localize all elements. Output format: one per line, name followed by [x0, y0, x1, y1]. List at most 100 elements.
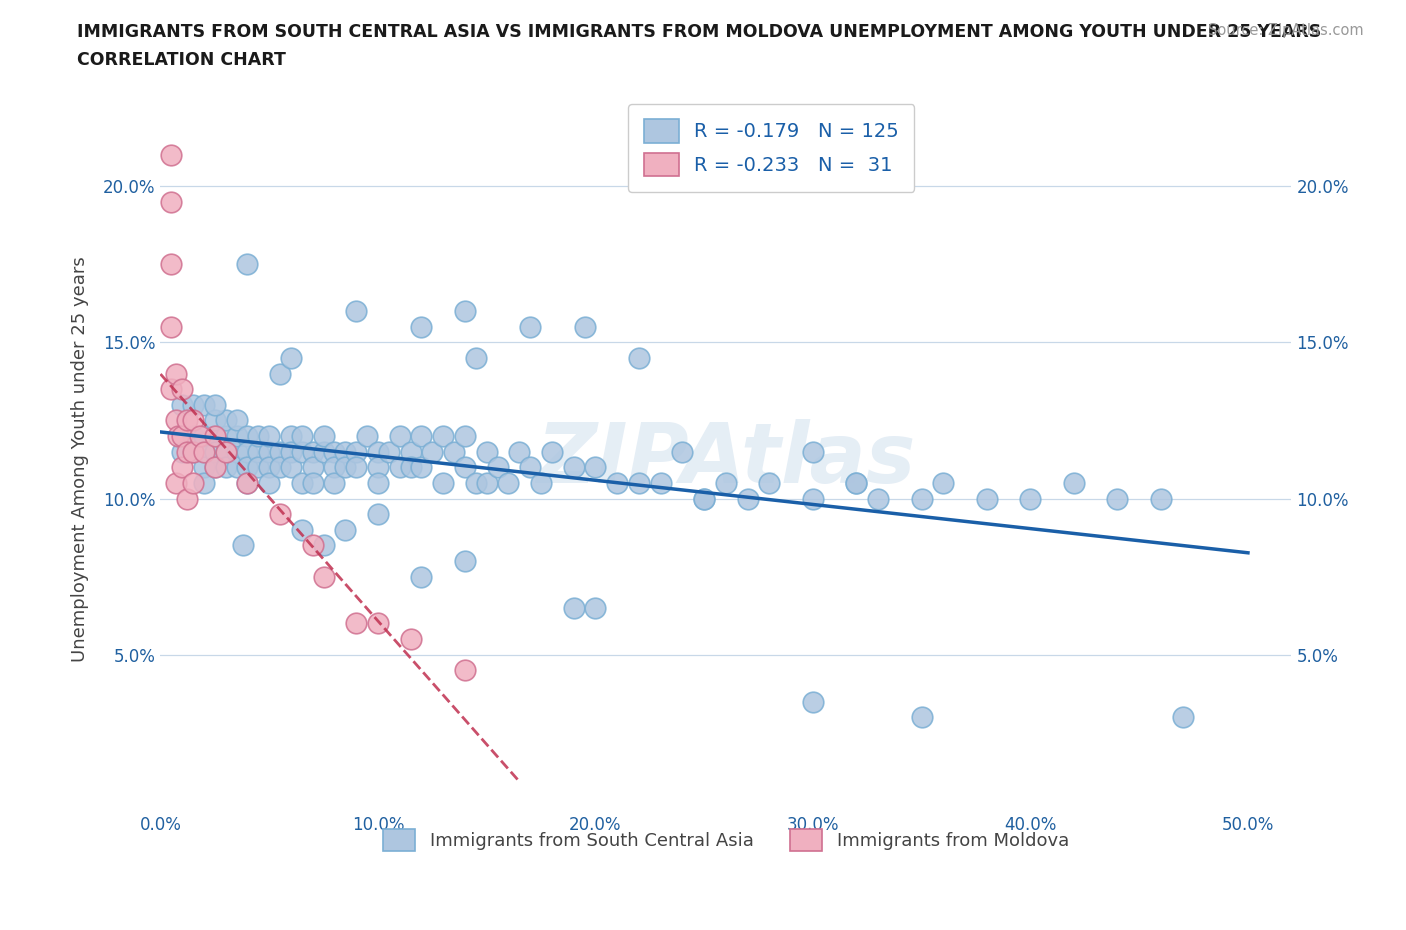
Point [160, 148, 183, 163]
Point [335, 523, 357, 538]
Point [269, 366, 291, 381]
Point [475, 475, 498, 490]
Point [172, 459, 194, 474]
Point [291, 523, 314, 538]
Point [269, 507, 291, 522]
Point [801, 445, 824, 459]
Point [257, 459, 280, 474]
Point [181, 413, 204, 428]
Point [204, 413, 226, 428]
Point [176, 445, 198, 459]
Point [181, 429, 204, 444]
Point [335, 459, 357, 474]
Point [911, 710, 934, 724]
Point [301, 538, 323, 552]
Text: CORRELATION CHART: CORRELATION CHART [77, 51, 287, 69]
Point [1171, 710, 1194, 724]
Point [976, 491, 998, 506]
Point [801, 491, 824, 506]
Point [932, 475, 955, 490]
Point [399, 459, 422, 474]
Point [411, 429, 433, 444]
Point [301, 445, 323, 459]
Point [585, 601, 607, 616]
Point [215, 445, 238, 459]
Point [280, 429, 302, 444]
Point [627, 351, 650, 365]
Point [399, 631, 422, 646]
Y-axis label: Unemployment Among Youth under 25 years: Unemployment Among Youth under 25 years [72, 257, 89, 662]
Point [562, 459, 585, 474]
Point [367, 507, 389, 522]
Point [257, 445, 280, 459]
Point [801, 694, 824, 709]
Point [1150, 491, 1173, 506]
Point [167, 429, 190, 444]
Point [181, 397, 204, 412]
Point [232, 538, 254, 552]
Point [344, 459, 367, 474]
Point [204, 429, 226, 444]
Point [356, 429, 378, 444]
Point [257, 429, 280, 444]
Point [236, 475, 259, 490]
Point [1063, 475, 1085, 490]
Point [215, 445, 238, 459]
Point [367, 445, 389, 459]
Point [530, 475, 553, 490]
Point [454, 663, 477, 678]
Point [291, 429, 314, 444]
Point [454, 459, 477, 474]
Point [737, 491, 759, 506]
Point [585, 459, 607, 474]
Point [172, 397, 194, 412]
Point [508, 445, 530, 459]
Point [204, 459, 226, 474]
Point [236, 459, 259, 474]
Point [911, 491, 934, 506]
Point [323, 459, 346, 474]
Point [257, 475, 280, 490]
Point [323, 475, 346, 490]
Point [312, 538, 335, 552]
Point [411, 459, 433, 474]
Point [574, 319, 596, 334]
Point [454, 553, 477, 568]
Point [367, 459, 389, 474]
Point [160, 257, 183, 272]
Point [312, 429, 335, 444]
Point [215, 429, 238, 444]
Point [204, 429, 226, 444]
Point [344, 445, 367, 459]
Point [388, 459, 411, 474]
Point [215, 459, 238, 474]
Point [165, 475, 187, 490]
Point [193, 429, 215, 444]
Point [188, 429, 211, 444]
Point [193, 397, 215, 412]
Point [464, 351, 486, 365]
Point [562, 601, 585, 616]
Point [650, 475, 672, 490]
Point [411, 569, 433, 584]
Point [236, 429, 259, 444]
Point [519, 459, 541, 474]
Point [714, 475, 737, 490]
Point [475, 445, 498, 459]
Point [160, 194, 183, 209]
Point [181, 445, 204, 459]
Text: Source: ZipAtlas.com: Source: ZipAtlas.com [1208, 23, 1364, 38]
Point [312, 445, 335, 459]
Point [193, 445, 215, 459]
Point [247, 445, 270, 459]
Point [399, 445, 422, 459]
Point [236, 475, 259, 490]
Point [160, 319, 183, 334]
Point [422, 445, 444, 459]
Point [269, 459, 291, 474]
Point [541, 445, 564, 459]
Point [280, 445, 302, 459]
Point [388, 429, 411, 444]
Point [454, 429, 477, 444]
Point [344, 303, 367, 318]
